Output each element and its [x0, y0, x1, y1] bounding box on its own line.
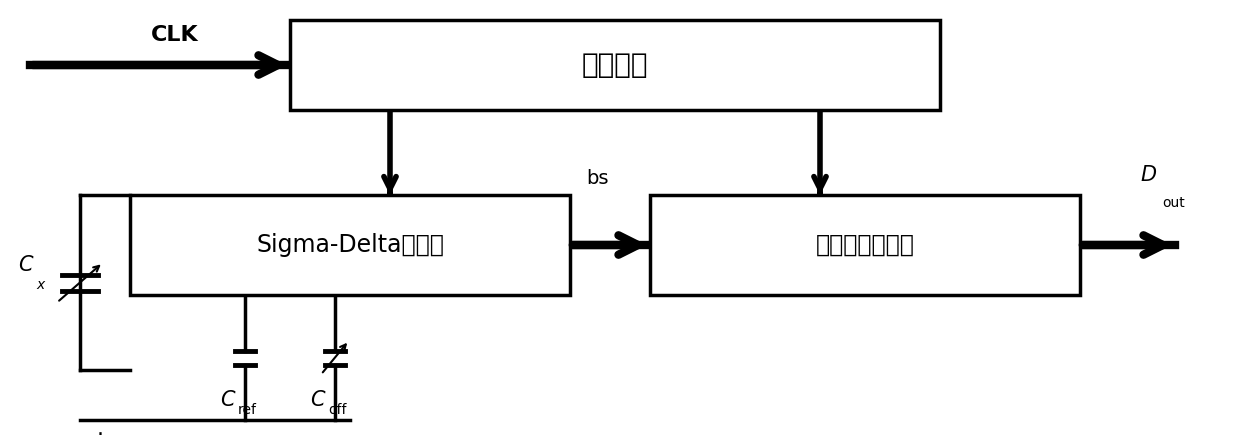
- Bar: [130, 195, 570, 295]
- Text: 时序控制: 时序控制: [582, 51, 649, 79]
- Text: off: off: [329, 403, 346, 417]
- Text: D: D: [1140, 165, 1156, 185]
- Text: ref: ref: [238, 403, 257, 417]
- Text: CLK: CLK: [151, 25, 198, 45]
- Text: C: C: [310, 390, 325, 410]
- Bar: [650, 195, 1080, 295]
- Text: C: C: [19, 255, 32, 275]
- Text: Sigma-Delta调制器: Sigma-Delta调制器: [257, 233, 444, 257]
- Text: bs: bs: [587, 169, 609, 188]
- Text: ·: ·: [97, 425, 103, 441]
- Text: 数字抽取滤波器: 数字抽取滤波器: [816, 233, 914, 257]
- Bar: [290, 20, 940, 110]
- Text: C: C: [219, 390, 234, 410]
- Text: x: x: [36, 278, 45, 292]
- Text: out: out: [1162, 196, 1184, 210]
